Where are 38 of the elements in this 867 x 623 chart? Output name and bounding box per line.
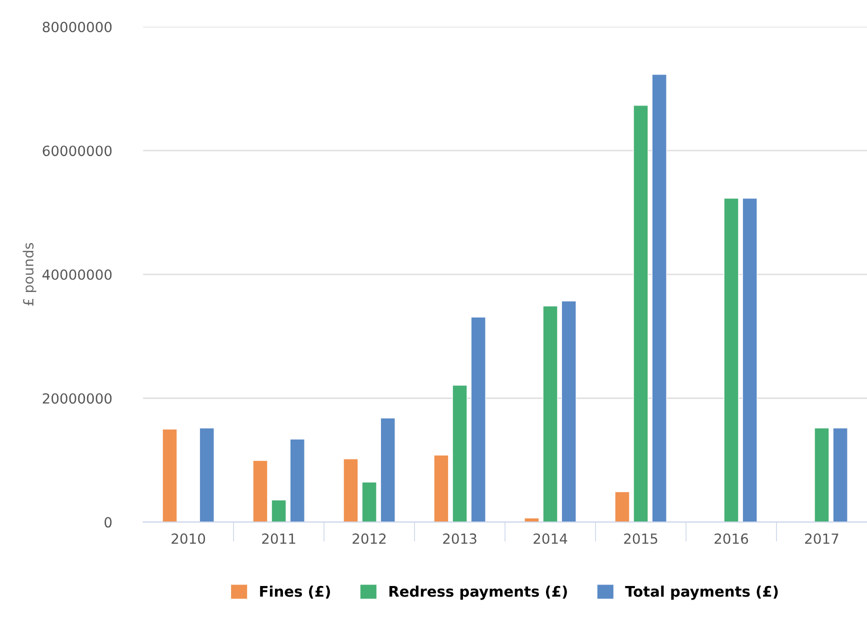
bar [652, 74, 667, 522]
x-tick-label: 2017 [805, 533, 838, 544]
x-tick-label: 2014 [534, 533, 568, 544]
bar [380, 418, 396, 522]
bar [614, 491, 630, 522]
y-tick-label: 40000000 [42, 269, 112, 280]
bar [633, 105, 648, 522]
bar [742, 198, 758, 522]
bar [252, 460, 268, 522]
x-tick-label: 2011 [262, 533, 296, 544]
bar [362, 482, 377, 522]
bar [524, 518, 540, 522]
bar [724, 198, 739, 522]
legend-label: Fines (£) [260, 586, 330, 599]
x-tick-label: 2013 [443, 533, 476, 544]
bar [452, 384, 468, 522]
bar [434, 454, 449, 522]
bar [561, 300, 576, 522]
bar [832, 428, 848, 522]
legend-label: Redress payments (£) [389, 586, 567, 600]
x-tick-label: 2010 [172, 533, 206, 544]
bar [199, 428, 214, 522]
bar [470, 316, 486, 522]
legend-label: Total payments (£) [625, 586, 778, 600]
y-axis-title: £ pounds [22, 243, 36, 306]
y-tick-label: 20000000 [42, 393, 112, 404]
x-tick-label: 2016 [714, 533, 748, 544]
bar [814, 428, 830, 522]
y-tick-label: 0 [104, 517, 112, 528]
bar [290, 438, 305, 522]
y-tick-label: 80000000 [42, 22, 112, 32]
bar [343, 458, 358, 522]
bar [271, 500, 286, 522]
bar [162, 428, 178, 522]
x-tick-label: 2015 [624, 533, 658, 544]
bar [542, 306, 558, 522]
x-tick-label: 2012 [352, 533, 386, 544]
y-tick-label: 60000000 [42, 146, 112, 156]
